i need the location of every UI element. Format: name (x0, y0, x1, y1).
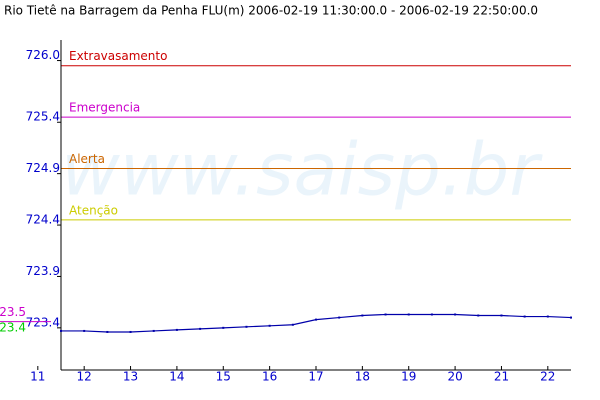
data-point (361, 314, 364, 317)
series-line (61, 313, 572, 333)
watermark: www.saisp.br (61, 128, 543, 212)
x-tick-label: 18 (355, 370, 370, 384)
data-point (106, 330, 109, 333)
data-point (407, 313, 410, 316)
y-tick-label: 723.9 (26, 264, 60, 278)
data-point (338, 316, 341, 319)
x-tick-label: 22 (540, 370, 555, 384)
data-point (384, 313, 387, 316)
data-point (245, 325, 248, 328)
data-point (315, 318, 317, 321)
x-tick-label: 13 (123, 370, 138, 384)
x-tick-label: 21 (494, 370, 509, 384)
reference-label: Alerta (69, 152, 105, 166)
data-point (60, 329, 62, 332)
y-tick-label: 724.4 (26, 213, 60, 227)
x-tick-label: 19 (401, 370, 416, 384)
data-point (291, 323, 294, 326)
data-point (454, 313, 457, 316)
data-point (430, 313, 433, 316)
y-tick-label: 724.9 (26, 161, 60, 175)
data-point (152, 329, 155, 332)
data-point (268, 324, 271, 327)
extreme-label: 723.5 (0, 305, 26, 319)
data-point (546, 315, 549, 318)
reference-label: Atenção (69, 203, 118, 217)
x-tick-label: 15 (216, 370, 231, 384)
data-point (175, 328, 178, 331)
x-tick-label: 12 (77, 370, 92, 384)
chart-title: Rio Tietê na Barragem da Penha FLU(m) 20… (4, 4, 538, 18)
x-tick-label: 11 (30, 370, 45, 384)
y-tick-label: 725.4 (26, 110, 60, 124)
reference-label: Emergencia (69, 101, 140, 115)
x-tick-label: 16 (262, 370, 277, 384)
y-tick-label: 726.0 (26, 48, 60, 62)
x-tick-label: 14 (169, 370, 184, 384)
x-tick-label: 20 (447, 370, 462, 384)
data-point (570, 316, 572, 319)
data-point (523, 315, 526, 318)
data-point (199, 327, 202, 330)
data-point (500, 314, 503, 317)
data-point (477, 314, 480, 317)
data-point (83, 329, 86, 332)
data-point (129, 330, 132, 333)
reference-label: Extravasamento (69, 49, 167, 63)
data-point (222, 326, 225, 329)
x-tick-label: 17 (308, 370, 323, 384)
y-tick-label: 723.4 (26, 315, 60, 329)
extreme-label: 723.4 (0, 320, 26, 334)
